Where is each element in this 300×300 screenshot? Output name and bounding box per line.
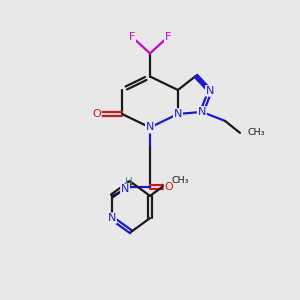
Text: N: N	[146, 122, 154, 133]
Text: H: H	[125, 177, 133, 188]
Text: N: N	[198, 107, 206, 117]
Text: N: N	[206, 86, 214, 96]
Text: O: O	[92, 109, 101, 119]
Text: O: O	[164, 182, 173, 192]
Text: F: F	[129, 32, 135, 42]
Text: CH₃: CH₃	[172, 176, 189, 185]
Text: N: N	[174, 109, 182, 119]
Text: CH₃: CH₃	[248, 128, 265, 137]
Text: F: F	[165, 32, 171, 42]
Text: N: N	[121, 184, 129, 194]
Text: N: N	[108, 213, 116, 223]
Text: N: N	[146, 122, 154, 133]
